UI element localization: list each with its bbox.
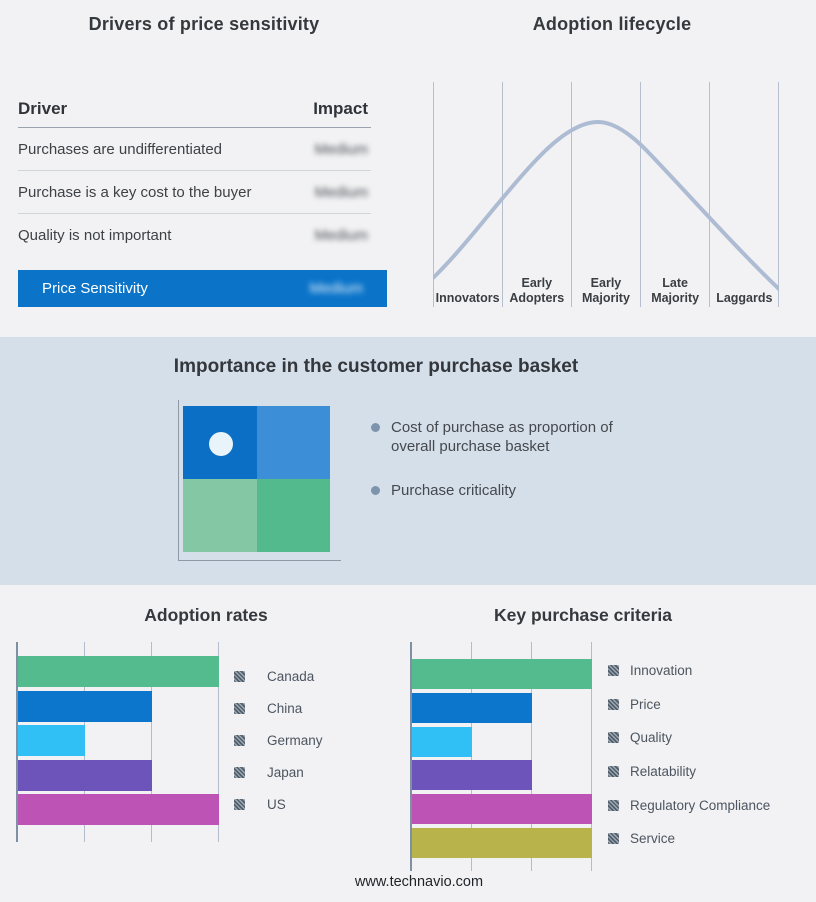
legend-hatch-icon xyxy=(608,799,619,811)
drivers-table-header: Driver Impact xyxy=(18,90,371,128)
summary-label: Price Sensitivity xyxy=(42,280,148,297)
legend-item: Japan xyxy=(234,756,323,788)
legend-hatch-icon xyxy=(608,698,619,710)
legend-item: Canada xyxy=(234,660,323,692)
legend-label: Innovation xyxy=(630,663,693,679)
bar-quality xyxy=(412,726,472,757)
drivers-panel-title: Drivers of price sensitivity xyxy=(88,14,320,34)
legend-label: China xyxy=(267,700,303,716)
legend-item: Regulatory Compliance xyxy=(608,788,770,822)
bar-japan xyxy=(18,759,152,791)
legend-item: Relatability xyxy=(608,755,770,789)
bell-curve xyxy=(433,119,779,291)
list-item: Purchase criticality xyxy=(371,481,641,500)
bar-germany xyxy=(18,725,85,756)
purchase-basket-band xyxy=(0,337,816,585)
stage-label-innovators: Innovators xyxy=(435,291,500,305)
adoption-rates-legend: Canada China Germany Japan US xyxy=(234,660,323,820)
legend-item: US xyxy=(234,788,323,820)
legend-label: Quality xyxy=(630,730,673,746)
legend-item: Quality xyxy=(608,721,770,755)
bar-regulatory-compliance xyxy=(412,794,592,825)
bullet-icon xyxy=(371,486,380,495)
list-item: Cost of purchase as proportion of overal… xyxy=(371,418,641,456)
column-header-impact: Impact xyxy=(313,98,368,118)
legend-hatch-icon xyxy=(234,670,245,682)
legend-label: Relatability xyxy=(630,764,697,780)
bar-canada xyxy=(18,656,219,687)
legend-hatch-icon xyxy=(608,833,619,845)
lifecycle-curve-svg xyxy=(433,82,779,307)
stage-dividers xyxy=(433,82,779,307)
bar-service xyxy=(412,828,592,858)
stage-label-early-majority: Early Majority xyxy=(582,276,630,305)
legend-label: Canada xyxy=(267,668,315,684)
legend-label: US xyxy=(267,796,286,812)
gridline xyxy=(531,642,532,871)
legend-item: Innovation xyxy=(608,654,770,688)
legend-hatch-icon xyxy=(234,798,245,810)
basket-bullet-list: Cost of purchase as proportion of overal… xyxy=(371,418,641,525)
legend-label: Japan xyxy=(267,764,304,780)
impact-cell-blurred: Medium xyxy=(314,183,368,201)
driver-cell: Quality is not important xyxy=(18,227,172,244)
legend-hatch-icon xyxy=(234,702,245,714)
legend-hatch-icon xyxy=(608,665,619,677)
adoption-rates-plot xyxy=(16,642,219,842)
bar-china xyxy=(18,690,152,722)
quadrant-top-right xyxy=(256,406,330,479)
drivers-table: Driver Impact Purchases are undifferenti… xyxy=(18,90,387,307)
bullet-icon xyxy=(371,423,380,432)
legend-label: Regulatory Compliance xyxy=(630,797,771,813)
key-purchase-criteria-plot xyxy=(410,642,592,871)
table-row: Purchases are undifferentiated Medium xyxy=(18,128,371,171)
impact-cell-blurred: Medium xyxy=(314,140,368,158)
stage-label-early-adopters: Early Adopters xyxy=(509,276,565,305)
legend-item: Service xyxy=(608,822,770,856)
stage-label-laggards: Laggards xyxy=(716,291,773,305)
footer: www.technavio.com xyxy=(23,874,815,890)
driver-cell: Purchases are undifferentiated xyxy=(18,140,223,158)
legend-hatch-icon xyxy=(234,734,245,746)
driver-cell: Purchase is a key cost to the buyer xyxy=(18,183,252,201)
adoption-rates-title: Adoption rates xyxy=(144,605,268,625)
legend-item: Germany xyxy=(234,724,323,756)
gridline xyxy=(218,642,219,842)
quadrant-marker-dot xyxy=(209,432,233,456)
bar-us xyxy=(18,794,219,825)
impact-cell-blurred: Medium xyxy=(314,227,368,244)
lifecycle-panel-title: Adoption lifecycle xyxy=(532,14,692,34)
key-purchase-criteria-legend: Innovation Price Quality Relatability Regula… xyxy=(608,654,770,856)
price-sensitivity-summary-row: Price Sensitivity Medium xyxy=(18,270,387,307)
bar-innovation xyxy=(412,659,592,689)
legend-label: Service xyxy=(630,831,676,847)
basket-panel-title: Importance in the customer purchase bask… xyxy=(173,356,579,377)
quadrant-bottom-right xyxy=(256,479,330,552)
legend-hatch-icon xyxy=(608,732,619,744)
legend-hatch-icon xyxy=(608,766,619,778)
legend-label: Germany xyxy=(267,732,323,748)
bar-price xyxy=(412,692,532,723)
quadrant-bottom-left xyxy=(183,479,257,552)
legend-label: Price xyxy=(630,696,661,712)
legend-item: China xyxy=(234,692,323,724)
gridline xyxy=(591,642,592,871)
legend-hatch-icon xyxy=(234,766,245,778)
lifecycle-stage-labels: Innovators Early Adopters Early Majority… xyxy=(433,268,779,306)
stage-label-late-majority: Late Majority xyxy=(651,276,700,305)
key-purchase-criteria-title: Key purchase criteria xyxy=(493,605,672,625)
summary-impact-blurred: Medium xyxy=(309,280,363,297)
table-row: Quality is not important Medium xyxy=(18,214,371,257)
purchase-basket-quadrant xyxy=(183,406,330,552)
legend-item: Price xyxy=(608,688,770,722)
technavio-link[interactable]: www.technavio.com xyxy=(354,874,484,890)
column-header-driver: Driver xyxy=(18,98,68,118)
bar-relatability xyxy=(412,760,532,791)
gridline xyxy=(151,642,152,842)
quadrant-axes xyxy=(178,400,341,561)
table-row: Purchase is a key cost to the buyer Medi… xyxy=(18,171,371,214)
